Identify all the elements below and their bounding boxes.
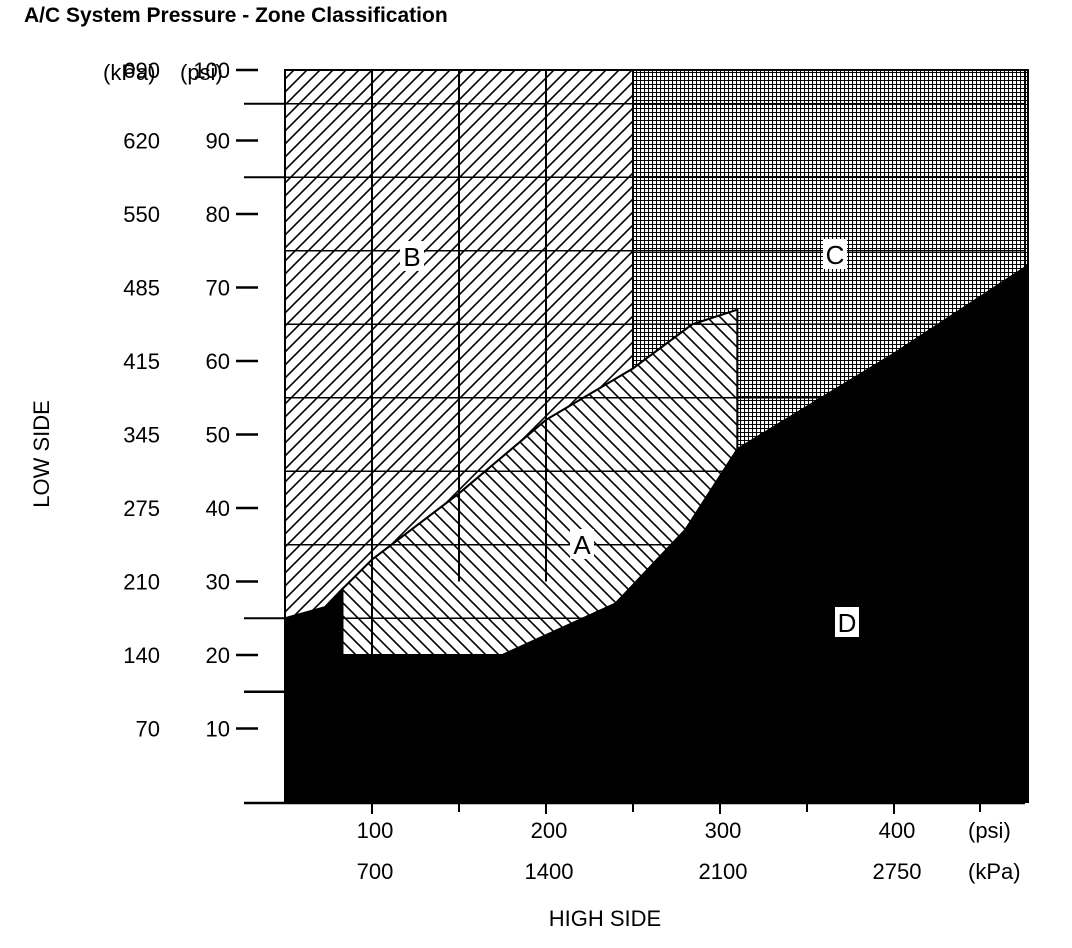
zone-label-d: D — [838, 608, 857, 638]
y-tick-label-psi: 70 — [206, 276, 230, 301]
zone-label-bg — [570, 529, 594, 559]
x-tick-label-psi: 100 — [357, 818, 394, 843]
x-tick-label-kpa: 2100 — [699, 859, 748, 884]
zone-label-a: A — [573, 530, 591, 560]
zones-layer — [284, 69, 1029, 803]
y-tick-label-kpa: 550 — [123, 202, 160, 227]
chart-title: A/C System Pressure - Zone Classificatio… — [24, 4, 448, 27]
y-unit-psi: (psi) — [180, 60, 223, 85]
grid-layer — [244, 70, 1025, 655]
x-tick-label-psi: 400 — [879, 818, 916, 843]
x-tick-label-kpa: 2750 — [873, 859, 922, 884]
y-tick-label-kpa: 415 — [123, 349, 160, 374]
y-tick-label-psi: 90 — [206, 129, 230, 154]
y-tick-label-psi: 20 — [206, 643, 230, 668]
x-unit-kpa: (kPa) — [968, 859, 1021, 884]
y-tick-label-psi: 40 — [206, 496, 230, 521]
axes-layer: 100 690 90 620 80 550 70 485 60 415 50 345 40 275 30 21… — [123, 58, 1026, 884]
y-tick-label-psi: 80 — [206, 202, 230, 227]
y-unit-kpa: (kPa) — [103, 60, 156, 85]
zone-d — [284, 263, 1029, 803]
y-tick-label-kpa: 275 — [123, 496, 160, 521]
x-axis-label: HIGH SIDE — [549, 906, 661, 931]
zone-label-bg — [400, 241, 424, 271]
zone-label-c: C — [826, 240, 845, 270]
x-unit-psi: (psi) — [968, 818, 1011, 843]
x-tick-label-psi: 200 — [531, 818, 568, 843]
y-tick-label-psi: 30 — [206, 570, 230, 595]
labels-layer: A B C D — [400, 239, 859, 638]
x-tick-label-kpa: 1400 — [525, 859, 574, 884]
y-tick-label-kpa: 620 — [123, 129, 160, 154]
y-tick-label-psi: 50 — [206, 423, 230, 448]
y-axis-label: LOW SIDE — [29, 400, 54, 508]
zone-label-bg — [823, 239, 847, 269]
y-tick-label-psi: 10 — [206, 717, 230, 742]
y-tick-label-kpa: 345 — [123, 423, 160, 448]
y-tick-label-kpa: 140 — [123, 643, 160, 668]
y-tick-label-psi: 100 — [193, 58, 230, 83]
y-tick-label-kpa: 70 — [136, 717, 160, 742]
x-tick-label-psi: 300 — [705, 818, 742, 843]
y-tick-label-kpa: 485 — [123, 276, 160, 301]
y-tick-label-kpa: 210 — [123, 570, 160, 595]
y-tick-label-kpa: 690 — [123, 58, 160, 83]
zone-label-b: B — [403, 242, 420, 272]
zone-label-bg — [835, 607, 859, 637]
x-tick-label-kpa: 700 — [357, 859, 394, 884]
y-tick-label-psi: 60 — [206, 349, 230, 374]
